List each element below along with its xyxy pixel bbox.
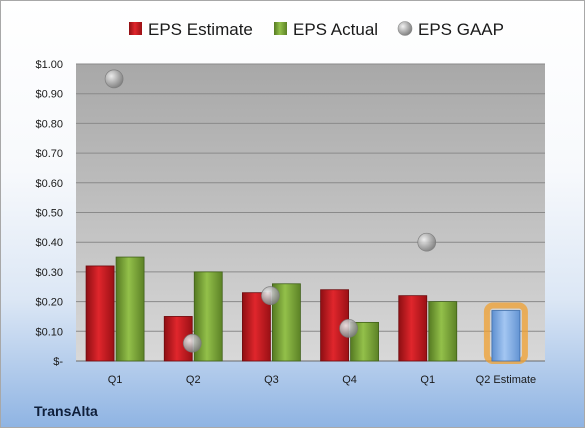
y-tick-label: $1.00 <box>35 59 63 71</box>
bar-eps-estimate <box>85 265 115 362</box>
y-tick-label: $- <box>53 356 63 368</box>
bar-eps-estimate <box>398 295 428 362</box>
legend-label: EPS GAAP <box>418 20 504 39</box>
y-tick-label: $0.80 <box>35 118 63 130</box>
company-name: TransAlta <box>34 403 98 419</box>
x-tick-label: Q2 <box>186 374 201 386</box>
bar-eps-estimate <box>491 310 521 362</box>
y-tick-label: $0.10 <box>35 326 63 338</box>
legend-swatch <box>397 21 413 36</box>
legend-label: EPS Estimate <box>148 20 253 39</box>
x-tick-label: Q2 Estimate <box>476 374 537 386</box>
y-tick-label: $0.90 <box>35 89 63 101</box>
bar-eps-actual <box>428 301 458 362</box>
x-tick-label: Q1 <box>108 374 123 386</box>
x-tick-label: Q3 <box>264 374 279 386</box>
bar-eps-actual <box>115 256 145 362</box>
y-tick-label: $0.70 <box>35 148 63 160</box>
point-eps-gaap <box>339 318 358 338</box>
bar-eps-estimate <box>242 292 271 362</box>
legend-swatch <box>129 22 142 35</box>
legend-swatch <box>274 22 287 35</box>
point-eps-gaap <box>261 286 280 306</box>
legend-label: EPS Actual <box>293 20 378 39</box>
y-tick-label: $0.50 <box>35 208 63 220</box>
point-eps-gaap <box>104 69 124 89</box>
y-tick-label: $0.20 <box>35 297 63 309</box>
x-tick-label: Q1 <box>420 374 435 386</box>
point-eps-gaap <box>417 232 437 252</box>
y-tick-label: $0.40 <box>35 237 63 249</box>
y-tick-label: $0.30 <box>35 267 63 279</box>
x-tick-label: Q4 <box>342 374 357 386</box>
y-tick-label: $0.60 <box>35 178 63 190</box>
point-eps-gaap <box>182 333 202 353</box>
